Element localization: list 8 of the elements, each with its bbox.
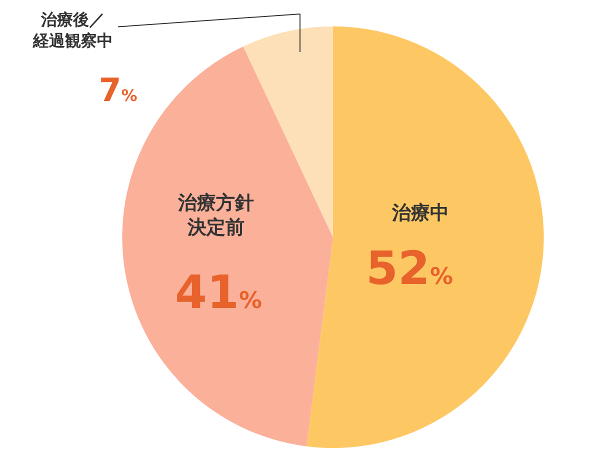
slice-label: 治療方針決定前 (177, 192, 254, 239)
data-label: 52% (366, 241, 454, 295)
data-label: 7% (99, 71, 138, 109)
pie-slice (306, 26, 544, 448)
data-label: 41% (175, 265, 262, 319)
slice-label: 治療中 (391, 202, 449, 224)
slice-label: 治療後／経過観察中 (32, 10, 113, 50)
pie-slice (122, 46, 333, 446)
